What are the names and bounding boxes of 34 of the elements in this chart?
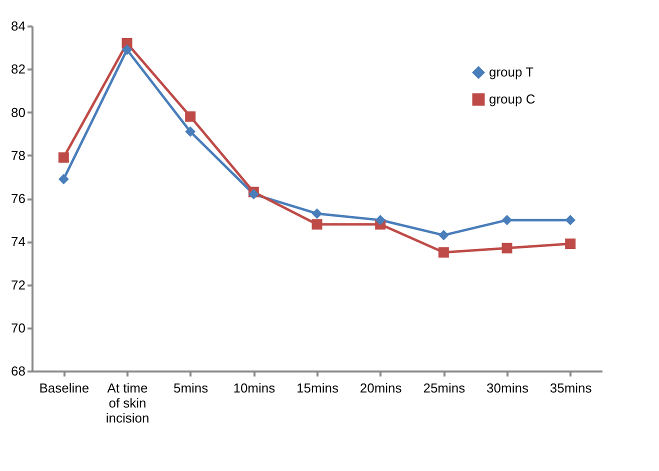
x-tick-label: 30mins bbox=[486, 380, 529, 396]
y-tick-label: 68 bbox=[11, 364, 26, 378]
point bbox=[438, 247, 449, 258]
y-tick-label: 82 bbox=[11, 62, 26, 77]
point bbox=[185, 111, 196, 122]
y-tick-label: 74 bbox=[11, 234, 26, 250]
point bbox=[375, 214, 386, 226]
point bbox=[312, 208, 322, 219]
x-tick-label: 15mins bbox=[296, 380, 339, 396]
x-tick-label: 35mins bbox=[550, 380, 592, 396]
y-tick-label: 70 bbox=[11, 320, 26, 336]
y-tick-label: 80 bbox=[11, 104, 26, 120]
point bbox=[58, 152, 69, 163]
x-tick-label: At time of skin incision bbox=[106, 380, 150, 426]
point bbox=[565, 214, 576, 226]
point bbox=[312, 219, 322, 230]
legend-label: group T bbox=[489, 64, 534, 80]
x-tick-label: 5mins bbox=[173, 380, 209, 396]
x-tick-label: 20mins bbox=[360, 380, 402, 396]
point bbox=[122, 44, 132, 55]
y-tick-label: 84 bbox=[11, 18, 26, 34]
point bbox=[565, 238, 576, 250]
point bbox=[185, 126, 196, 137]
point bbox=[502, 242, 512, 254]
x-tick-label: 25mins bbox=[423, 380, 466, 396]
x-tick-label: Baseline bbox=[39, 380, 90, 396]
point bbox=[438, 230, 449, 240]
legend-label: group C bbox=[489, 92, 536, 106]
y-tick-label: 76 bbox=[11, 191, 26, 206]
x-tick-label: 10mins bbox=[233, 380, 276, 396]
y-tick-label: 72 bbox=[11, 277, 26, 292]
y-tick-label: 78 bbox=[11, 148, 26, 163]
point bbox=[58, 174, 69, 184]
point bbox=[502, 214, 512, 226]
